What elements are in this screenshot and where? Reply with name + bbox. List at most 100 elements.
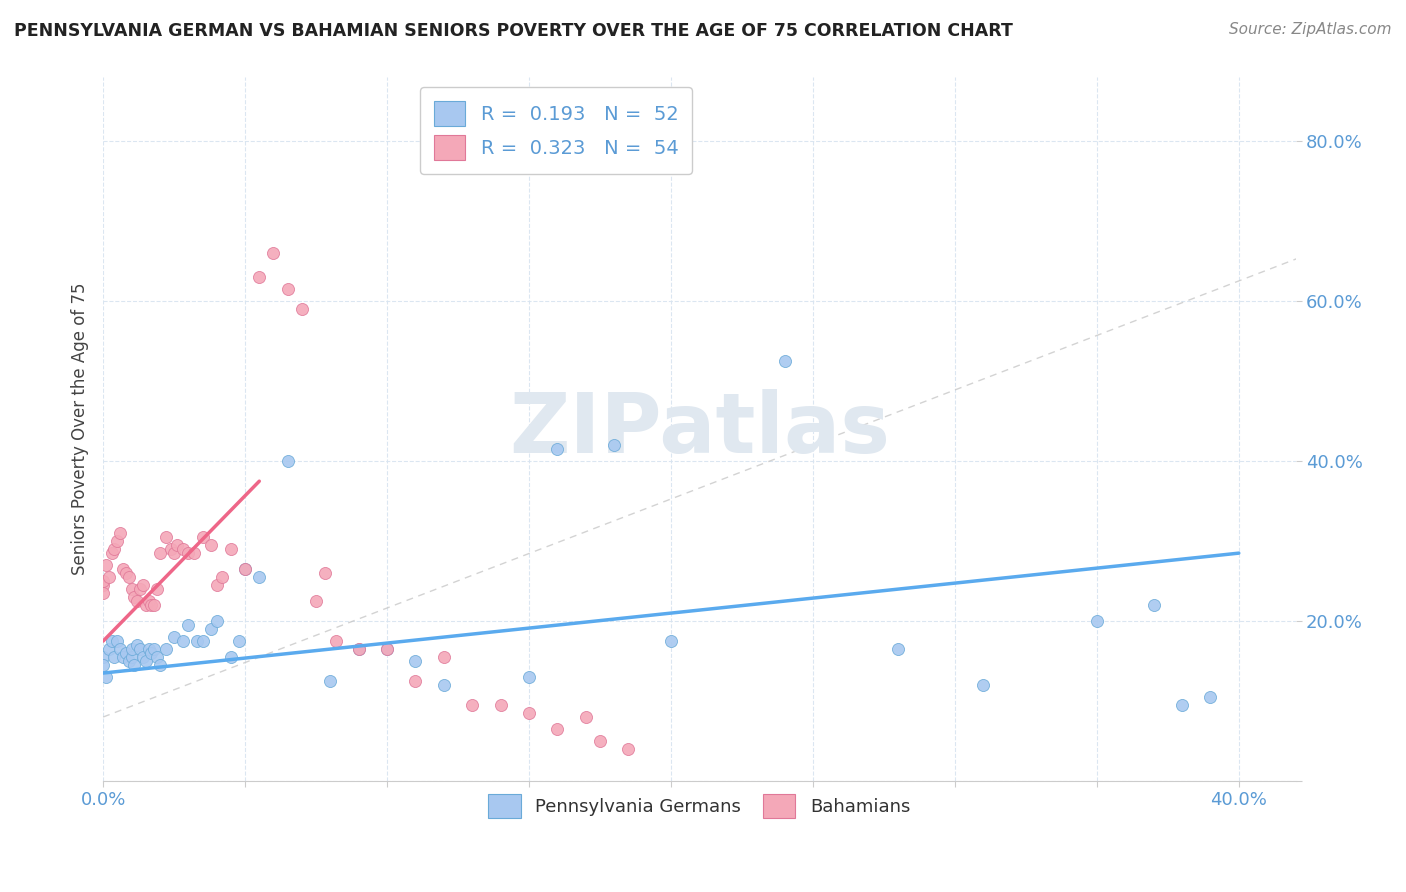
Point	[103, 542, 125, 557]
Point	[291, 302, 314, 317]
Point	[135, 654, 157, 668]
Point	[115, 566, 138, 581]
Point	[314, 566, 336, 581]
Point	[121, 650, 143, 665]
Point	[200, 538, 222, 552]
Point	[127, 638, 149, 652]
Text: PENNSYLVANIA GERMAN VS BAHAMIAN SENIORS POVERTY OVER THE AGE OF 75 CORRELATION C: PENNSYLVANIA GERMAN VS BAHAMIAN SENIORS …	[14, 22, 1012, 40]
Point	[100, 634, 122, 648]
Point	[347, 642, 370, 657]
Point	[517, 670, 540, 684]
Point	[172, 634, 194, 648]
Point	[172, 542, 194, 557]
Point	[143, 598, 166, 612]
Legend: Pennsylvania Germans, Bahamians: Pennsylvania Germans, Bahamians	[481, 787, 918, 825]
Point	[1085, 614, 1108, 628]
Point	[94, 670, 117, 684]
Point	[155, 642, 177, 657]
Text: ZIPatlas: ZIPatlas	[509, 389, 890, 470]
Point	[247, 570, 270, 584]
Point	[103, 650, 125, 665]
Point	[135, 598, 157, 612]
Point	[127, 594, 149, 608]
Point	[146, 582, 169, 596]
Point	[177, 618, 200, 632]
Point	[100, 546, 122, 560]
Y-axis label: Seniors Poverty Over the Age of 75: Seniors Poverty Over the Age of 75	[72, 283, 89, 575]
Point	[149, 546, 172, 560]
Point	[1143, 598, 1166, 612]
Point	[118, 654, 141, 668]
Point	[1171, 698, 1194, 712]
Point	[205, 578, 228, 592]
Point	[166, 538, 188, 552]
Point	[375, 642, 398, 657]
Point	[263, 246, 285, 260]
Point	[375, 642, 398, 657]
Point	[91, 574, 114, 588]
Point	[115, 646, 138, 660]
Point	[141, 598, 163, 612]
Point	[138, 594, 160, 608]
Point	[124, 590, 146, 604]
Point	[305, 594, 328, 608]
Point	[319, 674, 342, 689]
Point	[91, 658, 114, 673]
Point	[97, 642, 120, 657]
Point	[325, 634, 347, 648]
Point	[219, 542, 242, 557]
Point	[108, 642, 131, 657]
Point	[546, 442, 568, 457]
Point	[108, 526, 131, 541]
Point	[247, 270, 270, 285]
Point	[138, 642, 160, 657]
Point	[233, 562, 256, 576]
Point	[91, 650, 114, 665]
Point	[205, 614, 228, 628]
Point	[603, 438, 626, 452]
Point	[132, 578, 155, 592]
Point	[111, 650, 134, 665]
Point	[132, 650, 155, 665]
Point	[773, 354, 796, 368]
Point	[105, 634, 128, 648]
Point	[118, 570, 141, 584]
Point	[233, 562, 256, 576]
Point	[121, 582, 143, 596]
Point	[191, 530, 214, 544]
Point	[433, 650, 456, 665]
Point	[517, 706, 540, 720]
Point	[489, 698, 512, 712]
Point	[589, 734, 612, 748]
Point	[972, 678, 994, 692]
Point	[347, 642, 370, 657]
Point	[146, 650, 169, 665]
Point	[105, 534, 128, 549]
Point	[228, 634, 250, 648]
Point	[155, 530, 177, 544]
Point	[1199, 690, 1222, 704]
Point	[219, 650, 242, 665]
Point	[277, 282, 299, 296]
Point	[177, 546, 200, 560]
Point	[163, 630, 186, 644]
Point	[163, 546, 186, 560]
Point	[129, 642, 152, 657]
Point	[404, 674, 426, 689]
Point	[129, 582, 152, 596]
Point	[91, 578, 114, 592]
Point	[160, 542, 183, 557]
Point	[277, 454, 299, 468]
Point	[887, 642, 910, 657]
Point	[124, 658, 146, 673]
Point	[659, 634, 682, 648]
Point	[94, 558, 117, 573]
Point	[91, 586, 114, 600]
Point	[433, 678, 456, 692]
Point	[404, 654, 426, 668]
Point	[97, 570, 120, 584]
Point	[149, 658, 172, 673]
Text: Source: ZipAtlas.com: Source: ZipAtlas.com	[1229, 22, 1392, 37]
Point	[111, 562, 134, 576]
Point	[211, 570, 233, 584]
